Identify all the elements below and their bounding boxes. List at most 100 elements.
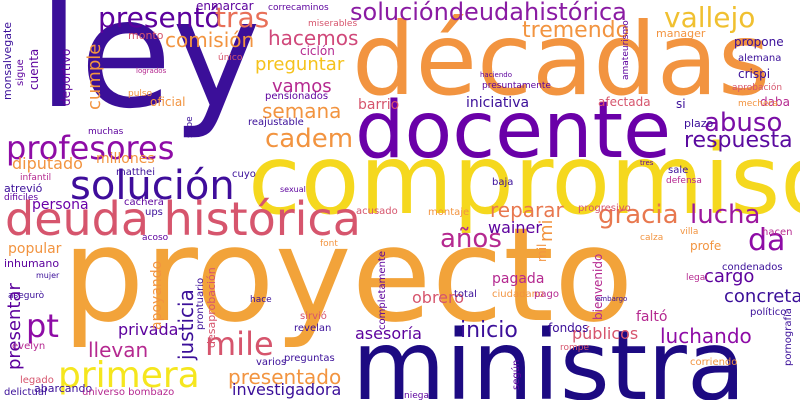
cloud-word-segun: según bbox=[511, 359, 522, 390]
cloud-word-comision: comisión bbox=[165, 28, 255, 52]
cloud-word-cadem: cadem bbox=[265, 124, 354, 154]
cloud-word-preguntas: preguntas bbox=[284, 353, 335, 364]
cloud-word-abarcando: abarcando bbox=[34, 382, 93, 395]
cloud-word-proyecto: proyecto bbox=[62, 199, 634, 351]
cloud-word-ley: ley bbox=[38, 0, 261, 142]
cloud-word-muchas: muchas bbox=[88, 127, 124, 137]
cloud-word-profesores: profesores bbox=[6, 129, 175, 167]
cloud-word-apoyando: apoyando bbox=[149, 260, 165, 330]
cloud-word-asesoria: asesoría bbox=[355, 324, 422, 343]
cloud-word-hace: hace bbox=[250, 295, 272, 305]
cloud-word-diputado: diputado bbox=[12, 154, 83, 173]
cloud-word-universo-bombazo: universo bombazo bbox=[82, 387, 175, 398]
cloud-word-cachera: cachera bbox=[124, 197, 164, 208]
cloud-word-si: si bbox=[676, 97, 686, 111]
cloud-word-bienvenido: bienvenido bbox=[591, 253, 605, 320]
cloud-word-atrevio: atrevió bbox=[4, 182, 43, 195]
cloud-word-oficial: oficial bbox=[150, 95, 186, 109]
cloud-word-pago: pago bbox=[534, 289, 559, 300]
cloud-word-propone: propone bbox=[734, 35, 784, 49]
cloud-word-montaje: montaje bbox=[428, 207, 470, 218]
cloud-word-tres: tres bbox=[640, 159, 654, 167]
cloud-word-cuyo: cuyo bbox=[232, 169, 256, 180]
cloud-word-persona: persona bbox=[32, 197, 89, 213]
cloud-word-embargo: embargo bbox=[596, 295, 628, 303]
cloud-word-pornografia: pornografía bbox=[783, 308, 794, 366]
cloud-word-justicia: justicia bbox=[174, 289, 198, 360]
cloud-word-lucha: lucha bbox=[690, 200, 761, 230]
cloud-word-logrados: logrados bbox=[136, 67, 167, 75]
cloud-word-infantil: infantil bbox=[20, 173, 52, 183]
cloud-word-legado: legado bbox=[20, 375, 54, 386]
cloud-word-presentar: presentar bbox=[4, 283, 25, 370]
cloud-word-mile: mile bbox=[205, 325, 274, 363]
cloud-word-compromiso: compromiso bbox=[248, 124, 800, 236]
cloud-word-enmarcar: enmarcar bbox=[196, 0, 254, 13]
cloud-word-concreta: concreta bbox=[724, 286, 800, 307]
cloud-word-manager: manager bbox=[656, 27, 706, 40]
cloud-word-respuesta: respuesta bbox=[684, 128, 793, 153]
cloud-word-politico: político bbox=[750, 307, 787, 318]
cloud-word-afectada: afectada bbox=[598, 95, 651, 109]
cloud-word-daba: daba bbox=[760, 95, 790, 109]
cloud-word-villa: villa bbox=[680, 227, 699, 237]
cloud-word-varios: varios bbox=[256, 357, 287, 368]
cloud-word-legal: legal bbox=[686, 273, 708, 283]
cloud-word-solucion: solución bbox=[70, 163, 235, 209]
cloud-word-investigadora: investigadora bbox=[232, 380, 342, 399]
cloud-word-inhumano: inhumano bbox=[4, 257, 60, 270]
cloud-word-sigue: sigue bbox=[15, 59, 26, 86]
cloud-word-barrio: barrio bbox=[358, 97, 400, 113]
cloud-word-matthei: matthei bbox=[116, 167, 155, 178]
cloud-word-iniciativa: iniciativa bbox=[466, 95, 530, 111]
cloud-word-haciendo: haciendo bbox=[480, 71, 512, 79]
cloud-word-mi: mi bbox=[536, 219, 557, 242]
cloud-word-vamos: vamos bbox=[272, 76, 332, 97]
cloud-word-hacemos: hacemos bbox=[268, 26, 359, 50]
cloud-word-reajustable: reajustable bbox=[248, 117, 304, 128]
cloud-word-profe: profe bbox=[690, 239, 722, 253]
cloud-word-da: da bbox=[748, 223, 786, 258]
cloud-word-crispi: crispi bbox=[738, 67, 771, 81]
cloud-word-prontuario: prontuario bbox=[195, 277, 206, 330]
cloud-word-primera: primera bbox=[58, 355, 200, 396]
cloud-word-millones: millones bbox=[96, 151, 155, 167]
cloud-word-hacen: hacen bbox=[762, 227, 793, 238]
cloud-word-monsalvegate: monsalvegate bbox=[1, 21, 14, 100]
cloud-word-semana: semana bbox=[262, 99, 342, 123]
cloud-word-alemana: alemana bbox=[738, 53, 782, 64]
cloud-word-miserables: miserables bbox=[308, 19, 358, 29]
cloud-word-unico: único bbox=[218, 53, 243, 63]
cloud-word-baja: baja bbox=[492, 177, 514, 188]
cloud-word-falto: faltó bbox=[636, 309, 668, 325]
cloud-word-cumple: cumple bbox=[84, 43, 105, 110]
cloud-word-pt: pt bbox=[26, 307, 59, 345]
cloud-word-deuda-historica: deuda histórica bbox=[5, 192, 361, 246]
cloud-word-sirvio: sirvió bbox=[300, 311, 327, 322]
cloud-word-inicio: inicio bbox=[460, 318, 518, 343]
cloud-word-wainer: wainer bbox=[488, 218, 542, 237]
cloud-word-ups: ups bbox=[145, 207, 163, 218]
cloud-word-sale: sale bbox=[668, 165, 689, 176]
cloud-word-vallejo: vallejo bbox=[664, 1, 756, 34]
cloud-word-mil: mil bbox=[535, 243, 549, 262]
cloud-word-plazo: plazo bbox=[684, 117, 714, 130]
cloud-word-presentado: presentado bbox=[228, 365, 342, 389]
cloud-word-pensionados: pensionados bbox=[265, 91, 329, 102]
cloud-word-deportivo: deportivo bbox=[59, 48, 73, 106]
cloud-word-mujer: mujer bbox=[36, 271, 60, 280]
cloud-word-corriendo: corriendo bbox=[690, 357, 738, 368]
cloud-word-aseguro: asegurò bbox=[8, 291, 45, 301]
cloud-word-gracia: gracia bbox=[598, 200, 679, 230]
cloud-word-niega: niega bbox=[404, 391, 429, 400]
cloud-word-sexual: sexual bbox=[280, 185, 306, 194]
cloud-word-completamente: completamente bbox=[377, 251, 388, 330]
cloud-word-pulso: pulso bbox=[128, 89, 153, 99]
cloud-word-tras: tras bbox=[215, 1, 270, 34]
cloud-word-privada: privada bbox=[118, 320, 179, 339]
cloud-word-docente: docente bbox=[355, 86, 672, 176]
cloud-word-evelyn: evelyn bbox=[12, 341, 46, 352]
cloud-word-delictual: delictual bbox=[4, 387, 47, 398]
cloud-word-mechera: mechera bbox=[738, 99, 778, 109]
